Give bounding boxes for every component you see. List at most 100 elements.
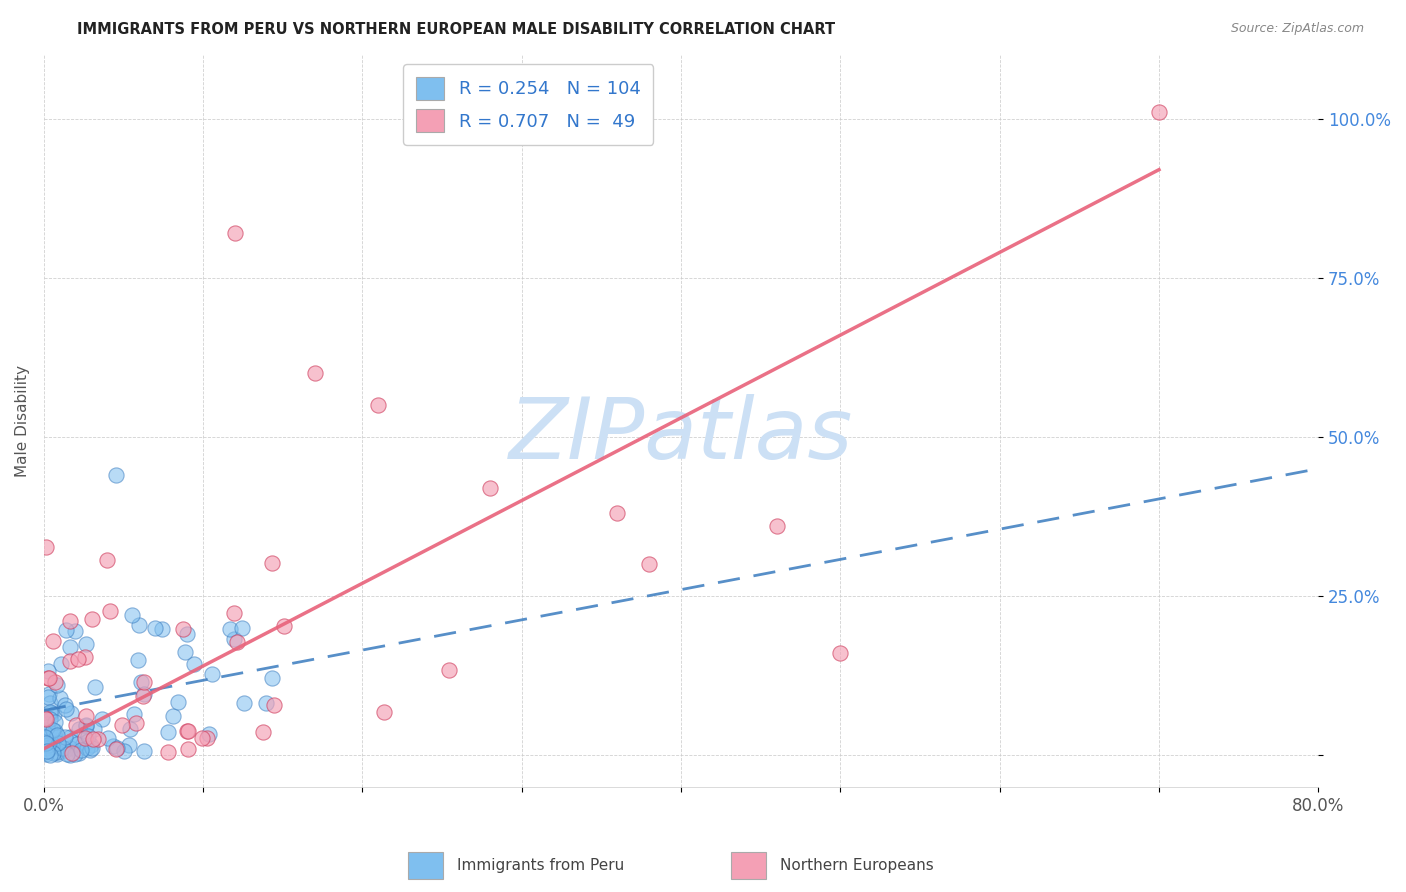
Point xyxy=(252,725,274,739)
Point xyxy=(35,735,58,749)
Text: Immigrants from Peru: Immigrants from Peru xyxy=(457,858,624,872)
Point xyxy=(59,640,82,654)
Point xyxy=(134,675,156,690)
Point xyxy=(42,723,65,737)
Point xyxy=(38,687,60,701)
Point xyxy=(150,622,173,636)
Point xyxy=(132,687,155,701)
FancyBboxPatch shape xyxy=(408,852,443,879)
Point xyxy=(98,604,121,618)
Point xyxy=(80,738,103,752)
Point xyxy=(177,723,200,738)
Point xyxy=(82,731,104,746)
Point xyxy=(59,730,82,744)
Point xyxy=(35,541,58,555)
Point xyxy=(66,737,89,751)
Text: ZIPatlas: ZIPatlas xyxy=(509,394,853,477)
Point xyxy=(75,731,97,745)
Point xyxy=(105,741,128,756)
Point xyxy=(97,731,120,745)
Point xyxy=(76,741,98,756)
Point xyxy=(34,741,56,756)
Point xyxy=(35,747,58,761)
Point xyxy=(254,696,277,710)
Point xyxy=(37,738,59,752)
Point xyxy=(176,724,198,739)
Point xyxy=(82,612,104,626)
Point xyxy=(38,671,60,685)
Y-axis label: Male Disability: Male Disability xyxy=(15,365,30,477)
Point xyxy=(120,723,142,737)
Point xyxy=(231,621,253,635)
Point xyxy=(34,711,56,725)
Point xyxy=(260,671,283,685)
Point xyxy=(304,366,326,380)
Text: IMMIGRANTS FROM PERU VS NORTHERN EUROPEAN MALE DISABILITY CORRELATION CHART: IMMIGRANTS FROM PERU VS NORTHERN EUROPEA… xyxy=(77,22,835,37)
Point xyxy=(197,726,219,740)
Point xyxy=(37,690,59,705)
Point xyxy=(60,746,83,760)
Point xyxy=(53,731,76,745)
Point xyxy=(765,519,787,533)
Point xyxy=(134,743,156,757)
Point xyxy=(39,706,62,720)
Point xyxy=(157,725,180,739)
Point xyxy=(34,734,56,748)
Point xyxy=(34,730,56,744)
Point xyxy=(67,651,90,665)
Point xyxy=(42,728,65,742)
Point xyxy=(83,723,105,737)
Point xyxy=(44,724,66,739)
Point xyxy=(224,632,246,647)
Point xyxy=(128,618,150,632)
Point xyxy=(176,627,198,641)
Point xyxy=(59,614,82,628)
Point xyxy=(75,709,97,723)
Point xyxy=(38,741,60,756)
Point xyxy=(59,654,82,668)
Point xyxy=(439,663,461,677)
Point xyxy=(118,738,141,752)
Point xyxy=(35,717,58,731)
Point xyxy=(131,689,153,703)
Point xyxy=(55,623,77,637)
Text: Source: ZipAtlas.com: Source: ZipAtlas.com xyxy=(1230,22,1364,36)
Point xyxy=(37,744,59,758)
Point xyxy=(53,698,76,712)
FancyBboxPatch shape xyxy=(731,852,766,879)
Point xyxy=(233,697,256,711)
Point xyxy=(35,745,58,759)
Point xyxy=(70,739,93,753)
Point xyxy=(39,705,62,719)
Point xyxy=(49,691,72,706)
Point xyxy=(52,740,75,755)
Point xyxy=(638,557,661,571)
Point xyxy=(46,745,69,759)
Point xyxy=(75,718,97,732)
Point xyxy=(65,718,87,732)
Point xyxy=(260,557,283,571)
Point xyxy=(75,649,97,664)
Point xyxy=(59,741,82,756)
Point xyxy=(77,729,100,743)
Point xyxy=(127,653,149,667)
Point xyxy=(34,730,56,744)
Point xyxy=(45,678,67,692)
Point xyxy=(112,744,135,758)
Point xyxy=(201,667,224,681)
Point xyxy=(225,635,247,649)
Point xyxy=(44,706,66,721)
Point xyxy=(60,706,83,720)
Point xyxy=(67,746,90,760)
Point xyxy=(195,731,218,745)
Point xyxy=(37,671,59,685)
Point xyxy=(70,743,93,757)
Point xyxy=(42,746,65,760)
Point xyxy=(122,707,145,722)
Point xyxy=(63,624,86,639)
Point xyxy=(42,633,65,648)
Point xyxy=(77,734,100,748)
Point xyxy=(478,481,501,495)
Point xyxy=(46,736,69,750)
Point xyxy=(44,730,66,744)
